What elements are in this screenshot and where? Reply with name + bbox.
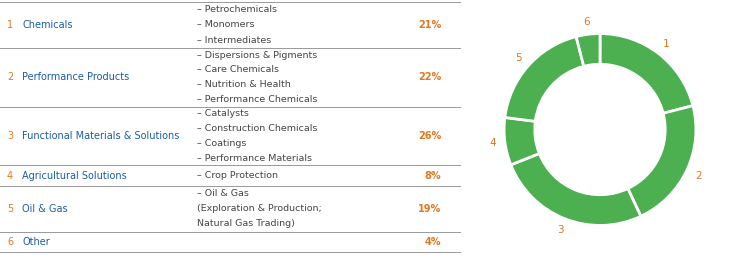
Text: 26%: 26% <box>418 131 441 141</box>
Text: 19%: 19% <box>418 204 441 214</box>
Text: Natural Gas Trading): Natural Gas Trading) <box>196 219 295 228</box>
Text: 5: 5 <box>515 53 522 63</box>
Wedge shape <box>600 34 693 113</box>
Text: – Performance Chemicals: – Performance Chemicals <box>196 95 317 104</box>
Text: – Performance Materials: – Performance Materials <box>196 154 311 162</box>
Wedge shape <box>504 118 539 165</box>
Text: Other: Other <box>22 237 50 247</box>
Text: Oil & Gas: Oil & Gas <box>22 204 68 214</box>
Wedge shape <box>576 34 600 66</box>
Text: 22%: 22% <box>418 72 441 82</box>
Text: – Intermediates: – Intermediates <box>196 36 271 45</box>
Text: – Crop Protection: – Crop Protection <box>196 171 278 180</box>
Text: – Monomers: – Monomers <box>196 20 254 30</box>
Text: 1: 1 <box>7 20 13 30</box>
Text: Chemicals: Chemicals <box>22 20 73 30</box>
Text: Functional Materials & Solutions: Functional Materials & Solutions <box>22 131 179 141</box>
Text: 2: 2 <box>694 171 701 181</box>
Text: – Nutrition & Health: – Nutrition & Health <box>196 80 290 89</box>
Text: Agricultural Solutions: Agricultural Solutions <box>22 170 127 181</box>
Text: – Oil & Gas: – Oil & Gas <box>196 189 248 198</box>
Text: 21%: 21% <box>418 20 441 30</box>
Text: 6: 6 <box>583 17 590 27</box>
Text: – Care Chemicals: – Care Chemicals <box>196 66 278 74</box>
Text: Performance Products: Performance Products <box>22 72 129 82</box>
Text: 6: 6 <box>7 237 13 247</box>
Text: 5: 5 <box>7 204 13 214</box>
Text: (Exploration & Production;: (Exploration & Production; <box>196 204 321 213</box>
Wedge shape <box>628 106 696 216</box>
Text: 2: 2 <box>7 72 13 82</box>
Wedge shape <box>505 37 584 121</box>
Text: 4%: 4% <box>424 237 441 247</box>
Text: – Dispersions & Pigments: – Dispersions & Pigments <box>196 51 316 60</box>
Text: 3: 3 <box>556 225 563 235</box>
Text: 3: 3 <box>7 131 13 141</box>
Text: 4: 4 <box>7 170 13 181</box>
Text: – Catalysts: – Catalysts <box>196 110 248 118</box>
Text: – Coatings: – Coatings <box>196 139 246 148</box>
Text: – Petrochemicals: – Petrochemicals <box>196 5 277 14</box>
Text: 4: 4 <box>489 138 496 148</box>
Text: 8%: 8% <box>424 170 441 181</box>
Text: – Construction Chemicals: – Construction Chemicals <box>196 124 317 133</box>
Text: 1: 1 <box>663 39 670 49</box>
Wedge shape <box>511 154 640 225</box>
